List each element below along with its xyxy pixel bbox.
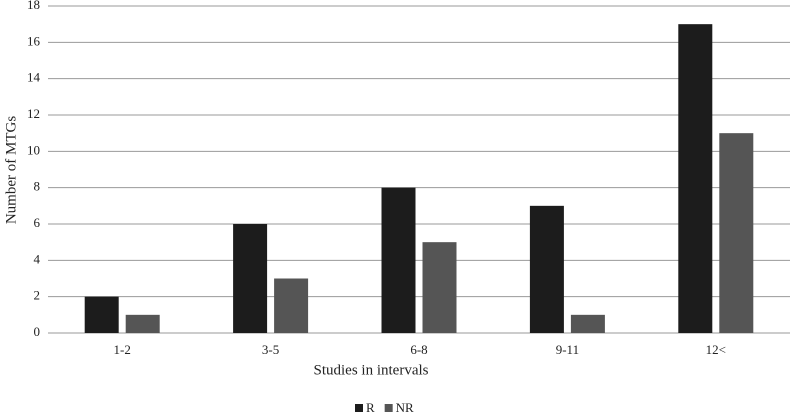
bar — [570, 314, 605, 333]
x-tick-label: 1-2 — [114, 342, 131, 357]
bar — [529, 205, 564, 333]
legend-swatch — [355, 404, 363, 412]
y-tick-label: 12 — [27, 106, 40, 121]
y-tick-label: 14 — [27, 70, 41, 85]
y-tick-label: 4 — [34, 251, 41, 266]
x-tick-label: 3-5 — [262, 342, 279, 357]
bar — [422, 242, 457, 333]
y-tick-label: 0 — [34, 324, 41, 339]
x-axis-label: Studies in intervals — [314, 362, 429, 378]
y-tick-label: 8 — [34, 179, 41, 194]
bar — [381, 187, 416, 333]
legend-label: NR — [396, 400, 414, 415]
bar — [233, 224, 268, 333]
bar — [84, 296, 119, 333]
legend-label: R — [366, 400, 375, 415]
x-tick-label: 6-8 — [410, 342, 427, 357]
bar — [125, 314, 160, 333]
y-tick-label: 2 — [34, 288, 41, 303]
y-axis-label: Number of MTGs — [3, 116, 19, 224]
y-tick-label: 10 — [27, 142, 40, 157]
bar — [274, 278, 309, 333]
y-tick-label: 16 — [27, 33, 41, 48]
x-tick-label: 12< — [706, 342, 726, 357]
x-tick-label: 9-11 — [556, 342, 579, 357]
legend-swatch — [384, 404, 393, 412]
y-tick-label: 18 — [27, 0, 40, 12]
y-tick-label: 6 — [34, 215, 41, 230]
bar — [678, 24, 713, 334]
bar — [719, 133, 754, 333]
